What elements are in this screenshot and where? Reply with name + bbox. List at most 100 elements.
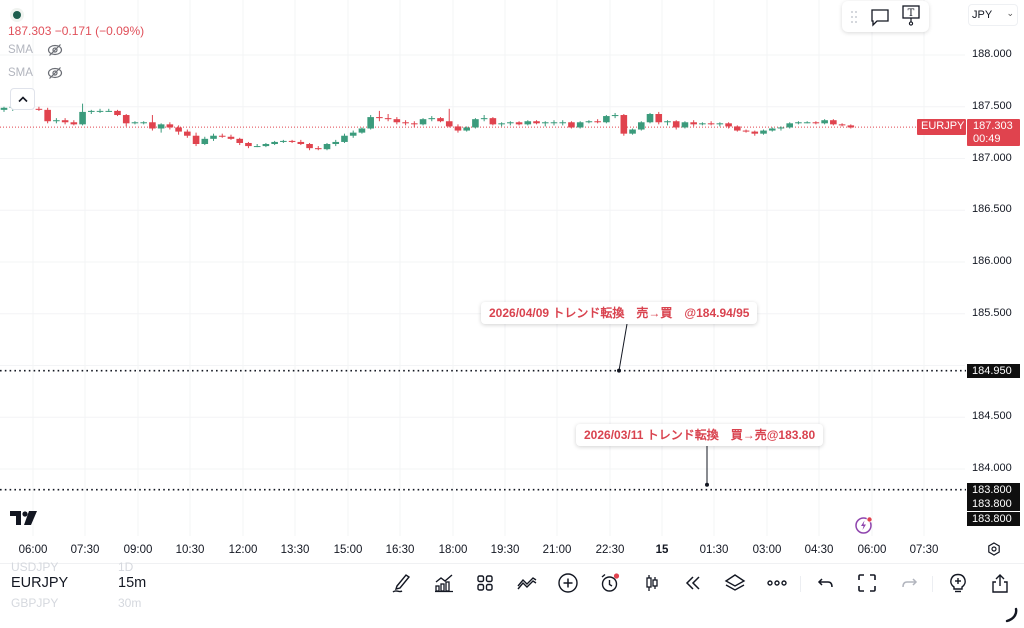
publish-idea-button[interactable] xyxy=(946,571,970,595)
drag-handle-icon[interactable] xyxy=(850,10,858,24)
picker-timeframe[interactable]: 15m xyxy=(118,575,147,591)
indicator-label: SMA xyxy=(8,67,33,79)
drawing-pen-icon xyxy=(392,574,411,593)
replay-icon xyxy=(685,576,700,590)
more-button[interactable] xyxy=(765,571,789,595)
alerts-button[interactable] xyxy=(598,571,622,595)
candle xyxy=(384,113,392,122)
candle xyxy=(734,125,741,132)
toolbar-divider xyxy=(800,576,801,592)
candle xyxy=(681,121,689,129)
candle xyxy=(672,120,680,130)
picker-prev-timeframe[interactable]: 1D xyxy=(118,560,134,574)
candle xyxy=(777,126,785,131)
indicator-sma-2[interactable]: SMA xyxy=(8,67,63,79)
chart-type-button[interactable] xyxy=(640,571,664,595)
chart-grid xyxy=(0,0,965,536)
price-axis-label: 187.000 xyxy=(972,151,1012,164)
time-axis-label: 18:00 xyxy=(438,544,468,556)
fullscreen-button[interactable] xyxy=(855,571,879,595)
eye-off-icon[interactable] xyxy=(47,43,63,57)
line-price-tag: 183.800 xyxy=(967,512,1020,526)
candle xyxy=(105,108,113,112)
currency-select[interactable]: JPY ⌄ xyxy=(968,4,1018,26)
candle xyxy=(218,133,226,138)
candle xyxy=(611,112,619,119)
tradingview-logo[interactable] xyxy=(10,511,38,525)
price-axis-label: 186.500 xyxy=(972,203,1012,216)
loading-spinner-icon xyxy=(1005,607,1018,623)
candle xyxy=(376,110,383,122)
candle xyxy=(122,113,130,127)
candle xyxy=(367,115,374,130)
indicator-sma-1[interactable]: SMA xyxy=(8,44,63,56)
last-price-tag: 187.303 00:49 xyxy=(967,119,1020,146)
picker-next-symbol[interactable]: GBPJPY xyxy=(11,596,59,610)
candle xyxy=(175,125,182,135)
price-axis-label: 184.000 xyxy=(972,462,1012,474)
candle xyxy=(533,120,540,125)
candle xyxy=(594,119,601,124)
candle xyxy=(280,139,287,143)
candle xyxy=(0,106,8,112)
share-button[interactable] xyxy=(988,571,1012,595)
drawing-pen-button[interactable] xyxy=(390,571,414,595)
candle xyxy=(445,108,453,128)
currency-value: JPY xyxy=(972,9,993,21)
time-axis-label: 07:30 xyxy=(909,544,939,556)
layers-button[interactable] xyxy=(723,571,747,595)
candle xyxy=(559,120,567,126)
time-axis[interactable]: 06:00 07:30 09:00 10:30 12:00 13:30 15:00 16:30… xyxy=(0,536,1024,564)
time-axis-label: 04:30 xyxy=(804,544,834,556)
picker-prev-symbol[interactable]: USDJPY xyxy=(11,560,59,574)
last-price-value: 187.303 xyxy=(973,120,1013,132)
line-price-tag: 183.800 xyxy=(967,483,1020,497)
undo-button[interactable] xyxy=(814,571,838,595)
indicators-icon xyxy=(435,574,453,593)
lightning-alert-icon[interactable] xyxy=(854,515,874,535)
candle xyxy=(463,126,470,132)
candle xyxy=(541,121,549,127)
templates-button[interactable] xyxy=(473,571,497,595)
symbol-timeframe-picker[interactable]: USDJPY 1D EURJPY 15m GBPJPY 30m xyxy=(0,560,170,612)
candle xyxy=(166,122,174,130)
time-axis-label: 06:00 xyxy=(857,544,887,556)
candle xyxy=(140,121,147,125)
annotation-callout[interactable]: 2026/04/09 トレンド転換 売→買 @184.94/95 xyxy=(481,302,758,324)
replay-button[interactable] xyxy=(681,571,705,595)
picker-symbol[interactable]: EURJPY xyxy=(11,575,69,591)
candle xyxy=(603,115,610,124)
trend-lines-button[interactable] xyxy=(515,571,539,595)
picker-next-timeframe[interactable]: 30m xyxy=(118,596,142,610)
legend-price-change: 187.303 −0.171 (−0.09%) xyxy=(8,24,145,38)
redo-button[interactable] xyxy=(897,571,921,595)
time-axis-label: 16:30 xyxy=(385,544,415,556)
time-axis-label: 01:30 xyxy=(699,544,729,556)
add-button[interactable] xyxy=(556,571,580,595)
candle xyxy=(812,121,820,125)
time-axis-label: 12:00 xyxy=(228,544,258,556)
line-price-tag: 184.950 xyxy=(967,364,1020,378)
time-axis-label: 10:30 xyxy=(175,544,205,556)
eye-off-icon[interactable] xyxy=(47,66,63,80)
candle xyxy=(847,124,855,129)
layers-icon xyxy=(724,574,746,591)
indicators-button[interactable] xyxy=(432,571,456,595)
candle xyxy=(830,119,837,126)
time-axis-label: 03:00 xyxy=(752,544,782,556)
axis-settings-icon[interactable] xyxy=(987,542,1001,556)
comment-icon[interactable] xyxy=(869,6,891,28)
candle xyxy=(498,122,505,127)
candle xyxy=(742,129,750,133)
time-axis-label: 13:30 xyxy=(280,544,310,556)
candle xyxy=(297,139,305,146)
candlestick-chart[interactable] xyxy=(0,0,1024,540)
candle xyxy=(768,127,776,132)
collapse-legend-button[interactable] xyxy=(10,88,35,110)
candle xyxy=(637,121,645,131)
annotation-callout[interactable]: 2026/03/11 トレンド転換 買→売@183.80 xyxy=(576,424,824,446)
candle xyxy=(786,122,793,129)
candle xyxy=(288,139,296,143)
text-note-icon[interactable]: T xyxy=(900,4,922,26)
candle xyxy=(236,137,244,146)
